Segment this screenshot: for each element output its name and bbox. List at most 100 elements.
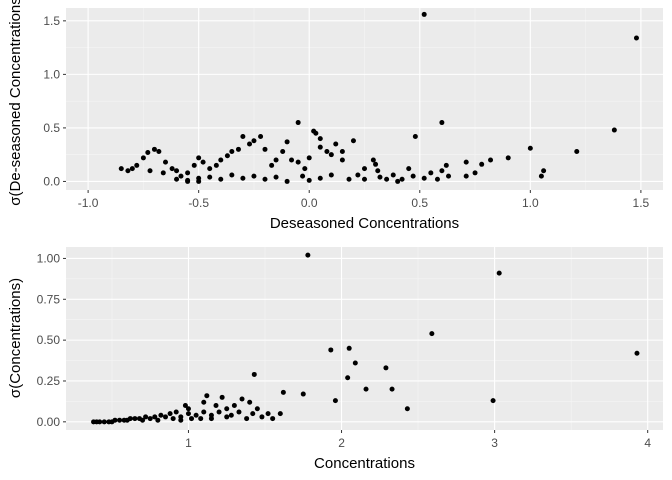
data-point	[251, 371, 257, 377]
data-point	[254, 406, 260, 412]
data-point	[328, 347, 334, 353]
data-point	[300, 391, 306, 397]
y-tick-label: 0.25	[37, 374, 61, 388]
data-point	[189, 416, 195, 422]
data-point	[262, 176, 268, 182]
data-point	[439, 120, 445, 126]
data-point	[240, 175, 246, 181]
data-point	[200, 159, 206, 165]
data-point	[488, 157, 494, 163]
data-point	[324, 148, 330, 154]
data-point	[634, 350, 640, 356]
data-point	[229, 172, 235, 178]
data-point	[204, 393, 210, 399]
data-point	[390, 172, 396, 178]
data-point	[251, 138, 257, 144]
data-point	[178, 417, 184, 423]
data-point	[352, 360, 358, 366]
data-point	[247, 141, 253, 147]
x-tick-label: -1.0	[78, 196, 99, 210]
data-point	[251, 173, 257, 179]
data-point	[339, 148, 345, 154]
data-point	[224, 153, 230, 159]
data-point	[269, 162, 275, 168]
data-point	[147, 168, 153, 174]
minor-gridlines	[66, 8, 663, 190]
data-point	[284, 139, 290, 145]
data-point	[295, 120, 301, 126]
data-point	[280, 148, 286, 154]
data-point	[541, 168, 547, 174]
data-point	[339, 157, 345, 163]
data-point	[235, 146, 241, 152]
data-point	[218, 157, 224, 163]
data-point	[434, 176, 440, 182]
y-tick-label: 0.0	[43, 174, 60, 188]
data-point	[218, 176, 224, 182]
data-point	[97, 419, 103, 425]
data-point	[270, 416, 276, 422]
data-point	[193, 412, 199, 418]
data-point	[247, 399, 253, 405]
data-point	[317, 136, 323, 142]
data-point	[273, 174, 279, 180]
minor-gridlines	[66, 247, 663, 430]
data-point	[463, 159, 469, 165]
data-point	[160, 170, 166, 176]
data-point	[527, 145, 533, 151]
data-point	[207, 166, 213, 172]
y-tick-label: 0.00	[37, 415, 61, 429]
data-point	[383, 365, 389, 371]
data-point	[346, 176, 352, 182]
x-axis-title: Deseasoned Concentrations	[270, 215, 459, 232]
data-point	[118, 166, 124, 172]
data-point	[140, 155, 146, 161]
data-point	[127, 416, 133, 422]
data-point	[132, 416, 138, 422]
data-point	[185, 411, 191, 417]
data-point	[129, 166, 135, 172]
data-point	[332, 398, 338, 404]
data-point	[198, 416, 204, 422]
data-point	[362, 166, 367, 172]
y-tick-label: 1.0	[43, 67, 60, 81]
x-tick-label: 2	[338, 436, 345, 450]
data-point	[302, 166, 308, 172]
data-point	[258, 133, 264, 139]
deseasoned-scatter-plot: -1.0 -0.5 0.0 0.5 1.0 1.5 0.0 0.5 1.0 1.5 Deseas…	[7, 0, 663, 232]
data-points	[91, 252, 640, 425]
x-axis-ticks: -1.0 -0.5 0.0 0.5 1.0 1.5	[78, 190, 650, 210]
x-tick-label: 4	[644, 436, 651, 450]
data-point	[262, 146, 268, 152]
data-point	[213, 402, 219, 408]
data-point	[182, 402, 188, 408]
data-point	[306, 177, 312, 183]
data-point	[163, 414, 168, 420]
y-axis-ticks: 0.0 0.5 1.0 1.5	[43, 14, 66, 188]
data-point	[538, 173, 544, 179]
y-tick-label: 0.5	[43, 121, 60, 135]
data-point	[147, 416, 153, 422]
data-point	[236, 409, 242, 415]
data-point	[265, 411, 271, 417]
data-point	[375, 168, 381, 174]
data-point	[428, 170, 434, 176]
data-point	[185, 170, 191, 176]
data-point	[259, 414, 265, 420]
data-point	[317, 175, 323, 181]
y-tick-label: 1.5	[43, 14, 60, 28]
data-point	[239, 396, 245, 402]
y-axis-title: σ(De-seasoned Concentrations)	[7, 0, 24, 206]
data-point	[399, 176, 405, 182]
data-point	[91, 419, 97, 425]
data-point	[300, 173, 306, 179]
y-axis-ticks: 0.00 0.25 0.50 0.75 1.00	[37, 251, 66, 429]
data-point	[229, 148, 235, 154]
data-point	[125, 168, 131, 174]
data-point	[156, 148, 162, 154]
data-point	[213, 162, 219, 168]
data-point	[305, 252, 311, 258]
data-point	[169, 166, 175, 172]
x-tick-label: -0.5	[188, 196, 209, 210]
data-point	[196, 155, 202, 161]
